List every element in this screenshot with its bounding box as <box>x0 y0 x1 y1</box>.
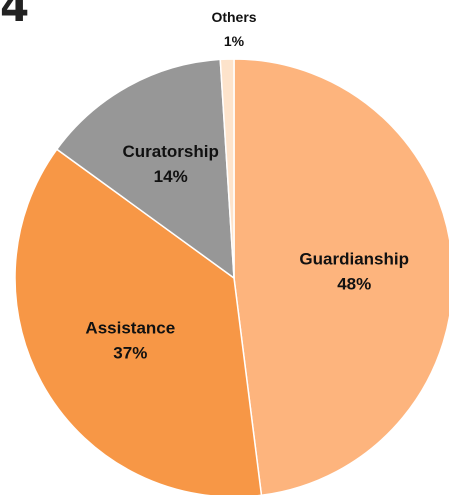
pie-slice-assistance <box>14 148 263 495</box>
figure-number: 4 <box>0 0 30 31</box>
pie-slice-guardianship <box>233 58 449 495</box>
slice-percent-assistance: 37% <box>113 343 147 362</box>
slice-label-guardianship: Guardianship <box>299 249 409 268</box>
slice-percent-others: 1% <box>224 33 245 49</box>
pie-slice-curatorship <box>55 58 235 280</box>
slice-label-others: Others <box>211 9 256 25</box>
pie-slice-others <box>219 58 235 279</box>
slice-label-assistance: Assistance <box>85 318 175 337</box>
slice-label-curatorship: Curatorship <box>123 142 219 161</box>
slice-percent-guardianship: 48% <box>337 274 371 293</box>
slice-percent-curatorship: 14% <box>154 167 188 186</box>
